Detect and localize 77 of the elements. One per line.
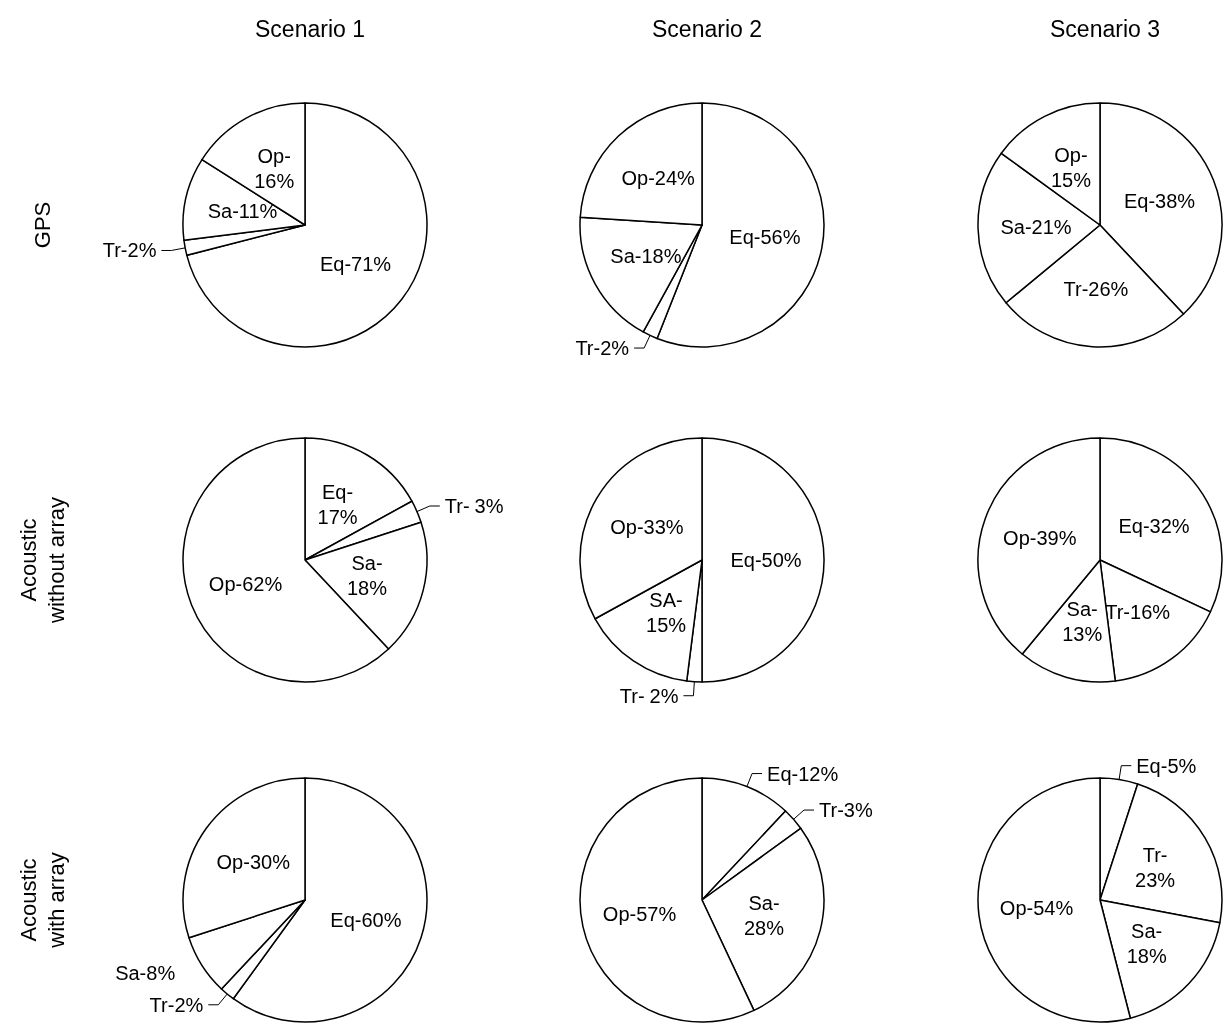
text: Acoustic with array bbox=[15, 852, 69, 949]
data-label: 21% bbox=[1031, 216, 1072, 239]
data-label: 16% bbox=[254, 170, 295, 193]
data-label: 17% bbox=[317, 506, 358, 529]
slice-label: Op- bbox=[208, 572, 243, 595]
data-label: 5% bbox=[1167, 754, 1197, 777]
slice-label: SA- bbox=[649, 589, 683, 612]
slice-label: Op- bbox=[602, 902, 637, 925]
data-label: 15% bbox=[646, 614, 687, 637]
slice-label: Tr- bbox=[819, 799, 844, 822]
data-label: 13% bbox=[1062, 622, 1103, 645]
slice-label: Op- bbox=[1054, 144, 1088, 167]
chart-title: Scenario 2 bbox=[652, 15, 762, 42]
slice-label: Tr- bbox=[1142, 843, 1168, 866]
slice-label: Tr- bbox=[619, 684, 645, 707]
data-label: 15% bbox=[1050, 169, 1092, 192]
data-label: 11% bbox=[238, 200, 278, 223]
data-label: 23% bbox=[1135, 868, 1176, 891]
data-label: 2% bbox=[649, 684, 679, 707]
slice-label: Eq- bbox=[319, 253, 352, 276]
data-label: 57% bbox=[636, 902, 677, 925]
slice-label: Eq- bbox=[767, 762, 799, 785]
data-label: 26% bbox=[1088, 277, 1129, 300]
slice-label: Sa- bbox=[351, 552, 383, 575]
data-label: 56% bbox=[760, 225, 801, 248]
slice-label: Op- bbox=[610, 516, 644, 539]
data-label: 16% bbox=[1130, 600, 1171, 623]
data-label: 60% bbox=[361, 908, 402, 931]
data-label: 38% bbox=[1155, 190, 1196, 213]
data-label: 2% bbox=[174, 993, 204, 1016]
data-label: 3% bbox=[474, 494, 504, 517]
slice-label: Tr- bbox=[444, 494, 470, 517]
data-label: 33% bbox=[643, 516, 684, 539]
slice-label: Eq- bbox=[730, 549, 762, 571]
slice-label: Tr- bbox=[1063, 277, 1089, 300]
data-label: 2% bbox=[127, 239, 157, 262]
data-label: 24% bbox=[654, 167, 696, 190]
data-label: 30% bbox=[249, 851, 291, 874]
data-label: 2% bbox=[600, 337, 630, 360]
slice-label: Sa- bbox=[1131, 920, 1163, 943]
data-label: 8% bbox=[146, 961, 176, 984]
slice-label: Op- bbox=[999, 897, 1034, 920]
slice-label: Tr- bbox=[575, 337, 601, 360]
data-label: 18% bbox=[346, 577, 388, 600]
slice-label: Sa- bbox=[1066, 597, 1098, 620]
data-label: 71% bbox=[351, 253, 392, 276]
text: Acoustic without array bbox=[15, 497, 69, 624]
chart-title: Scenario 3 bbox=[1050, 15, 1160, 42]
data-label: 50% bbox=[761, 549, 802, 571]
data-label: 18% bbox=[1126, 945, 1167, 968]
slice-label: Op- bbox=[1003, 527, 1037, 550]
slice-label: Op- bbox=[216, 851, 250, 874]
slice-label: Tr- bbox=[102, 239, 128, 262]
slice-label: Eq- bbox=[1136, 754, 1168, 777]
slice-label: Tr- bbox=[149, 993, 175, 1016]
slice-label: Op- bbox=[257, 145, 291, 168]
data-label: 12% bbox=[798, 762, 839, 785]
chart-title: Scenario 1 bbox=[255, 15, 365, 42]
slice-label: Op- bbox=[621, 167, 655, 190]
data-label: 18% bbox=[641, 244, 682, 267]
slice-label: Eq- bbox=[1123, 190, 1156, 213]
slice-label: Sa- bbox=[207, 200, 239, 223]
data-label: 54% bbox=[1033, 897, 1074, 920]
slice-label: Eq- bbox=[1118, 514, 1150, 537]
slice-label: Eq- bbox=[322, 481, 354, 504]
data-label: 28% bbox=[743, 917, 785, 940]
slice-label: Eq- bbox=[729, 225, 761, 248]
slice-label: Sa- bbox=[1000, 216, 1032, 239]
slice-label: Sa- bbox=[610, 244, 642, 267]
data-label: 3% bbox=[843, 799, 873, 822]
data-label: 39% bbox=[1036, 527, 1077, 550]
data-label: 32% bbox=[1149, 514, 1190, 537]
slice-label: Eq- bbox=[330, 908, 362, 931]
text: GPS bbox=[29, 201, 55, 249]
slice-label: Sa- bbox=[115, 961, 147, 984]
slice-label: Sa- bbox=[748, 892, 780, 915]
data-label: 62% bbox=[242, 572, 283, 595]
